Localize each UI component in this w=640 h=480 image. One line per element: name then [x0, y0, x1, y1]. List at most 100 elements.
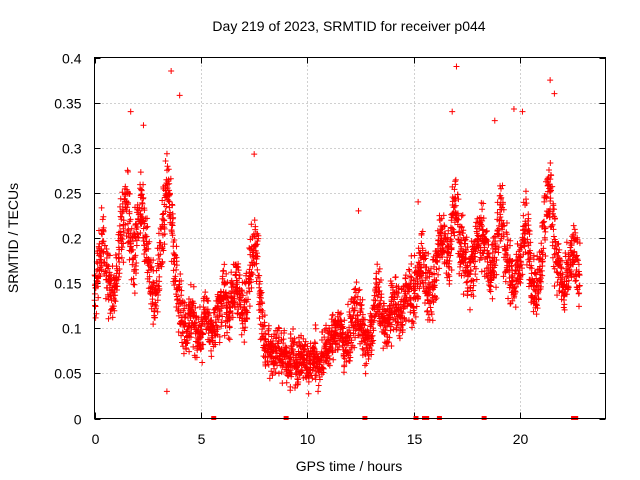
data-point: [477, 214, 484, 221]
data-point: [172, 273, 179, 280]
data-point: [270, 338, 277, 345]
data-point: [451, 232, 458, 239]
data-point: [321, 327, 328, 334]
data-point: [526, 231, 533, 238]
data-point: [422, 264, 429, 271]
data-point: [462, 240, 469, 247]
data-point: [137, 169, 144, 176]
data-point: [553, 246, 560, 253]
data-point: [396, 335, 403, 342]
data-point: [192, 313, 199, 320]
data-point-extreme: [168, 68, 175, 75]
data-point: [139, 200, 146, 207]
data-point: [187, 306, 194, 313]
data-point: [247, 276, 254, 283]
data-point: [411, 252, 418, 259]
data-point: [196, 342, 203, 349]
data-point: [576, 283, 583, 290]
data-point: [494, 209, 501, 216]
data-point: [138, 191, 145, 198]
data-point: [256, 272, 263, 279]
data-point: [109, 314, 116, 321]
data-point: [173, 243, 180, 250]
data-point: [452, 202, 459, 209]
data-point: [526, 255, 533, 262]
data-point: [370, 327, 377, 334]
data-point: [386, 334, 393, 341]
data-point: [160, 216, 167, 223]
data-point: [146, 238, 153, 245]
data-point: [283, 379, 290, 386]
data-point: [134, 224, 141, 231]
data-point: [358, 302, 365, 309]
data-point: [243, 270, 250, 277]
data-point: [412, 313, 419, 320]
data-point: [262, 335, 269, 342]
data-point: [522, 188, 529, 195]
data-point: [546, 213, 553, 220]
data-point: [351, 305, 358, 312]
data-point: [438, 215, 445, 222]
data-point: [262, 330, 269, 337]
data-point: [454, 191, 461, 198]
data-point: [528, 262, 535, 269]
data-point: [321, 334, 328, 341]
data-point: [467, 306, 474, 313]
data-point: [402, 318, 409, 325]
data-point: [354, 312, 361, 319]
data-point: [235, 264, 242, 271]
data-point: [440, 212, 447, 219]
data-point: [251, 217, 258, 224]
data-point: [429, 317, 436, 324]
data-point: [460, 291, 467, 298]
data-point: [558, 276, 565, 283]
data-point: [272, 343, 279, 350]
data-point: [113, 287, 120, 294]
data-point: [120, 240, 127, 247]
data-point: [446, 273, 453, 280]
data-point: [255, 235, 262, 242]
data-point: [100, 228, 107, 235]
data-point: [116, 222, 123, 229]
data-point: [520, 199, 527, 206]
data-point: [489, 295, 496, 302]
data-point: [280, 336, 287, 343]
data-point: [209, 322, 216, 329]
data-point: [226, 324, 233, 331]
data-points: [92, 64, 583, 420]
data-point: [315, 382, 322, 389]
data-point: [370, 337, 377, 344]
data-point: [385, 339, 392, 346]
data-point: [257, 290, 264, 297]
data-point: [245, 296, 252, 303]
data-point: [289, 337, 296, 344]
data-point: [248, 284, 255, 291]
y-tick-label: 0.35: [54, 96, 81, 112]
data-point: [130, 256, 137, 263]
data-point: [200, 341, 207, 348]
data-point: [447, 252, 454, 259]
data-point: [523, 261, 530, 268]
data-point: [534, 290, 541, 297]
data-point: [392, 274, 399, 281]
data-point: [463, 234, 470, 241]
data-point: [536, 249, 543, 256]
data-point: [407, 300, 414, 307]
data-point: [241, 339, 248, 346]
data-point: [435, 271, 442, 278]
data-point: [562, 250, 569, 257]
data-point: [515, 248, 522, 255]
data-point: [163, 150, 170, 157]
data-point: [433, 295, 440, 302]
data-point-extreme: [140, 122, 147, 129]
data-point: [377, 297, 384, 304]
data-point: [101, 242, 108, 249]
data-point: [568, 271, 575, 278]
data-point-extreme: [453, 63, 460, 70]
data-point: [421, 299, 428, 306]
y-tick-label: 0.25: [54, 186, 81, 202]
data-point: [573, 252, 580, 259]
data-point: [492, 240, 499, 247]
data-point: [300, 345, 307, 352]
data-point: [151, 312, 158, 319]
